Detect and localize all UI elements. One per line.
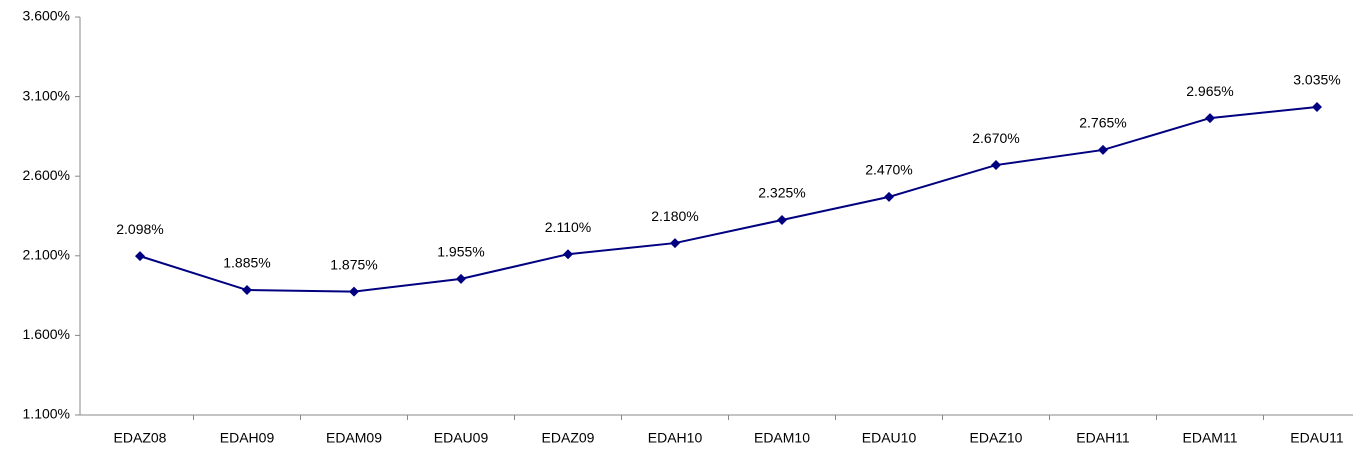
marker (991, 160, 1001, 171)
x-tick-label: EDAH09 (220, 430, 275, 446)
data-label: 2.470% (865, 162, 912, 178)
x-tick-label: EDAH10 (648, 430, 703, 446)
data-label: 2.670% (972, 130, 1019, 146)
y-tick-label: 2.100% (23, 247, 70, 263)
data-label: 1.955% (437, 244, 484, 260)
x-tick-label: EDAH11 (1076, 430, 1130, 446)
x-tick-label: EDAZ09 (542, 430, 595, 446)
y-tick-label: 3.600% (23, 8, 70, 24)
marker (456, 273, 466, 284)
data-label: 1.875% (330, 256, 377, 272)
marker (1098, 144, 1108, 155)
y-tick-label: 1.600% (23, 326, 70, 342)
x-tick-label: EDAU11 (1290, 430, 1344, 446)
marker (670, 238, 680, 249)
data-label: 3.035% (1293, 72, 1340, 88)
x-tick-label: EDAU09 (434, 430, 489, 446)
marker (777, 214, 787, 225)
marker (242, 285, 252, 296)
data-label: 2.180% (651, 208, 698, 224)
marker (349, 286, 359, 297)
data-label: 2.110% (545, 219, 591, 235)
y-tick-label: 2.600% (23, 167, 70, 183)
marker (135, 251, 145, 262)
data-label: 1.885% (223, 255, 270, 271)
marker (884, 191, 894, 202)
x-tick-label: EDAM09 (326, 430, 382, 446)
y-tick-label: 3.100% (23, 87, 70, 103)
x-tick-label: EDAZ08 (114, 430, 167, 446)
marker (1312, 101, 1322, 112)
data-label: 2.325% (758, 185, 805, 201)
x-tick-label: EDAM11 (1183, 430, 1238, 446)
y-tick-label: 1.100% (23, 406, 70, 422)
marker (563, 249, 573, 260)
x-tick-label: EDAU10 (862, 430, 917, 446)
data-label: 2.965% (1186, 83, 1233, 99)
x-tick-label: EDAM10 (754, 430, 810, 446)
data-label: 2.098% (116, 221, 163, 237)
marker (1205, 113, 1215, 124)
line (139, 105, 1318, 293)
x-tick-label: EDAZ10 (970, 430, 1023, 446)
data-label: 2.765% (1079, 115, 1126, 131)
